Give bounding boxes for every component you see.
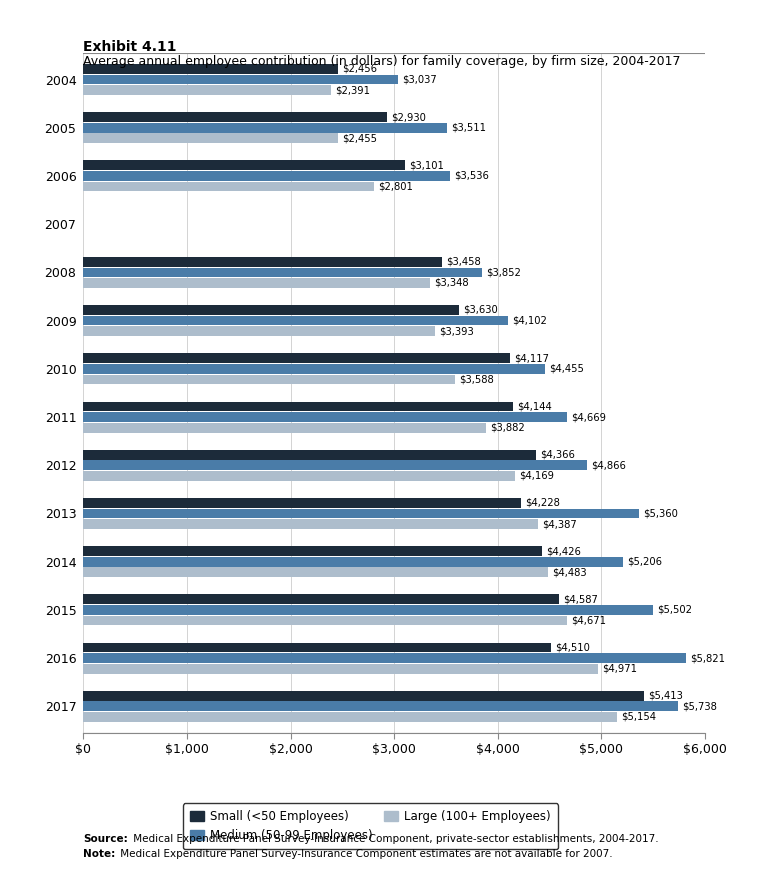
Bar: [83, 75, 398, 85]
Text: $4,169: $4,169: [519, 471, 554, 481]
Text: $3,630: $3,630: [464, 305, 498, 315]
Bar: [83, 653, 687, 663]
Text: $4,483: $4,483: [552, 567, 587, 577]
Bar: [83, 374, 455, 384]
Text: $2,391: $2,391: [335, 85, 370, 95]
Bar: [83, 691, 644, 700]
Text: $2,801: $2,801: [377, 182, 412, 192]
Bar: [83, 161, 405, 170]
Text: $4,669: $4,669: [572, 412, 606, 422]
Bar: [83, 306, 459, 315]
Text: $4,102: $4,102: [512, 315, 547, 326]
Bar: [83, 133, 338, 143]
Bar: [83, 402, 512, 411]
Bar: [83, 615, 567, 625]
Bar: [83, 594, 559, 604]
Text: $4,866: $4,866: [591, 460, 626, 471]
Bar: [83, 268, 482, 277]
Text: Note:: Note:: [83, 849, 116, 859]
Bar: [83, 605, 653, 615]
Bar: [83, 278, 431, 288]
Text: $4,228: $4,228: [525, 498, 560, 508]
Text: $2,456: $2,456: [342, 64, 377, 74]
Text: $4,671: $4,671: [572, 615, 606, 625]
Text: $3,536: $3,536: [454, 171, 489, 181]
Bar: [83, 123, 447, 132]
Bar: [83, 449, 536, 459]
Text: $3,393: $3,393: [439, 326, 474, 336]
Bar: [83, 316, 509, 326]
Bar: [83, 519, 538, 529]
Bar: [83, 712, 617, 722]
Bar: [83, 364, 545, 374]
Text: $4,510: $4,510: [555, 643, 590, 653]
Text: Exhibit 4.11: Exhibit 4.11: [83, 40, 177, 54]
Bar: [83, 498, 522, 508]
Text: $3,852: $3,852: [487, 268, 522, 277]
Text: $5,821: $5,821: [691, 653, 725, 663]
Bar: [83, 171, 449, 181]
Bar: [83, 664, 598, 674]
Bar: [83, 568, 548, 577]
Bar: [83, 423, 486, 433]
Bar: [83, 701, 678, 711]
Text: $4,426: $4,426: [546, 546, 581, 556]
Bar: [83, 557, 622, 567]
Text: Medical Expenditure Panel Survey-Insurance Component estimates are not available: Medical Expenditure Panel Survey-Insuran…: [117, 849, 612, 859]
Text: $3,037: $3,037: [402, 74, 437, 85]
Text: $2,930: $2,930: [391, 112, 426, 122]
Text: $3,348: $3,348: [434, 278, 469, 288]
Bar: [83, 86, 331, 95]
Text: $5,738: $5,738: [682, 701, 717, 712]
Text: $4,144: $4,144: [517, 402, 552, 411]
Text: $3,882: $3,882: [490, 423, 525, 433]
Text: $5,502: $5,502: [657, 605, 693, 615]
Text: $5,413: $5,413: [648, 691, 683, 701]
Text: $4,117: $4,117: [514, 353, 549, 363]
Text: $3,588: $3,588: [459, 374, 494, 384]
Text: $3,101: $3,101: [409, 161, 443, 170]
Legend: Small (<50 Employees), Medium (50-99 Employees), Large (100+ Employees): Small (<50 Employees), Medium (50-99 Emp…: [183, 804, 558, 849]
Text: Average annual employee contribution (in dollars) for family coverage, by firm s: Average annual employee contribution (in…: [83, 55, 681, 68]
Text: $5,154: $5,154: [622, 712, 656, 722]
Text: $4,366: $4,366: [540, 449, 575, 460]
Bar: [83, 327, 435, 336]
Text: $4,587: $4,587: [562, 594, 597, 604]
Bar: [83, 460, 587, 470]
Bar: [83, 112, 387, 122]
Bar: [83, 353, 510, 363]
Text: $4,387: $4,387: [542, 519, 577, 529]
Text: $5,360: $5,360: [643, 509, 678, 518]
Bar: [83, 64, 338, 74]
Text: Medical Expenditure Panel Survey-Insurance Component, private-sector establishme: Medical Expenditure Panel Survey-Insuran…: [130, 834, 659, 844]
Bar: [83, 509, 639, 518]
Bar: [83, 257, 442, 267]
Bar: [83, 643, 550, 653]
Text: $3,458: $3,458: [446, 257, 481, 267]
Text: $3,511: $3,511: [451, 123, 486, 132]
Text: $4,971: $4,971: [603, 664, 637, 674]
Text: Source:: Source:: [83, 834, 128, 844]
Text: $5,206: $5,206: [627, 556, 662, 567]
Bar: [83, 547, 542, 556]
Text: $4,455: $4,455: [549, 364, 584, 374]
Bar: [83, 182, 374, 192]
Text: $2,455: $2,455: [342, 133, 377, 143]
Bar: [83, 471, 515, 480]
Bar: [83, 412, 567, 422]
